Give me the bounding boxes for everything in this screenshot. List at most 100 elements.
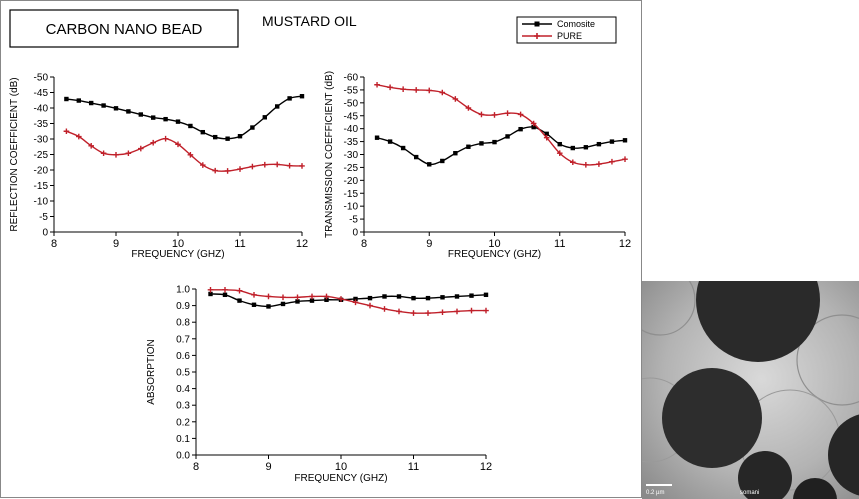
data-point-pure [251,292,257,298]
data-point-pure [454,308,460,315]
data-point-comosite [113,106,119,111]
y-tick-label: 0.2 [176,417,190,428]
data-point-pure [478,111,485,118]
data-point-comosite [411,295,416,301]
y-tick-label: -60 [344,73,359,84]
data-point-pure [113,152,119,158]
legend-box [516,16,617,44]
data-point-comosite [400,145,406,151]
x-tick-label: 8 [51,238,57,250]
data-point-pure [439,309,446,316]
data-point-pure [413,87,419,93]
data-point-pure [517,111,524,118]
y-tick-label: 0.9 [176,301,190,312]
x-tick-label: 9 [113,238,119,250]
y-tick-label: -5 [39,212,48,223]
tem-micrograph: 0.2 µm somani [642,281,859,499]
y-tick-label: -45 [344,111,359,122]
data-point-comosite [126,109,131,114]
data-point-pure [543,134,550,141]
legend-label-comosite: Comosite [557,19,595,29]
data-point-comosite [208,291,213,297]
data-point-comosite [440,295,445,300]
data-point-comosite [213,134,218,140]
data-point-comosite [440,158,445,164]
y-tick-label: 1.0 [176,285,190,296]
data-point-pure [400,86,406,92]
data-point-pure [76,133,82,140]
data-point-comosite [466,144,471,149]
data-point-comosite [425,295,431,301]
data-point-pure [309,293,315,300]
data-point-comosite [374,135,380,140]
y-axis-label: ABSORPTION [146,339,157,405]
x-tick-label: 9 [265,461,271,473]
figure-title: CARBON NANO BEAD [46,21,203,38]
data-point-pure [381,306,388,312]
nano-bead [662,368,762,468]
data-point-comosite [609,139,615,144]
data-point-comosite [175,119,181,124]
data-point-pure [338,296,344,302]
data-point-pure [222,287,228,293]
data-point-comosite [251,302,257,307]
y-tick-label: -25 [34,150,49,161]
y-tick-label: 0.5 [176,368,190,379]
data-point-comosite [163,116,168,122]
data-point-comosite [188,123,193,129]
data-point-comosite [64,96,69,102]
y-tick-label: -15 [34,181,49,192]
y-tick-label: 0.1 [176,434,190,445]
data-point-pure [212,167,218,174]
x-axis-label: FREQUENCY (GHZ) [448,249,541,260]
data-point-pure [483,307,489,314]
micrograph-scale-bar [646,484,672,486]
data-point-pure [236,287,243,294]
data-point-pure [352,299,359,306]
y-tick-label: 0.0 [176,451,190,462]
data-point-comosite [324,297,329,302]
data-point-comosite [469,293,474,298]
data-point-pure [596,161,602,167]
data-point-pure [426,87,433,94]
data-point-comosite [387,139,393,144]
micrograph-scale-label: 0.2 µm [646,490,664,496]
data-point-pure [280,294,286,301]
data-point-pure [100,150,107,157]
y-tick-label: -55 [344,85,359,96]
y-tick-label: -40 [344,124,359,135]
x-axis-label: FREQUENCY (GHZ) [131,249,224,260]
data-point-pure [138,145,144,152]
legend: Comosite PURE [516,16,617,44]
data-point-comosite [414,154,419,160]
data-point-pure [367,302,373,309]
data-point-comosite [299,94,305,99]
data-point-comosite [518,126,523,132]
x-tick-label: 12 [296,238,308,250]
data-point-comosite [237,298,242,303]
x-tick-label: 10 [488,238,500,250]
data-point-comosite [583,145,589,150]
data-point-comosite [237,134,243,139]
data-point-comosite [427,162,432,167]
data-point-pure [622,156,628,162]
data-point-pure [396,308,402,315]
data-point-comosite [557,141,562,147]
data-point-comosite [262,115,267,120]
y-axis-label: REFLECTION COEFFICIENT (dB) [9,77,20,231]
data-point-pure [249,163,256,170]
y-tick-label: -20 [344,176,359,187]
x-tick-label: 10 [172,238,184,250]
title-box [9,9,239,48]
x-tick-label: 9 [426,238,432,250]
data-point-pure [491,112,498,118]
y-tick-label: -10 [344,202,359,213]
y-tick-label: 0 [352,228,358,239]
y-tick-label: 0.8 [176,318,190,329]
y-tick-label: -20 [34,166,49,177]
y-tick-label: -30 [34,135,49,146]
data-point-comosite [479,141,484,146]
data-point-pure [274,161,280,168]
data-point-pure [200,162,206,168]
nano-bead [828,414,859,496]
